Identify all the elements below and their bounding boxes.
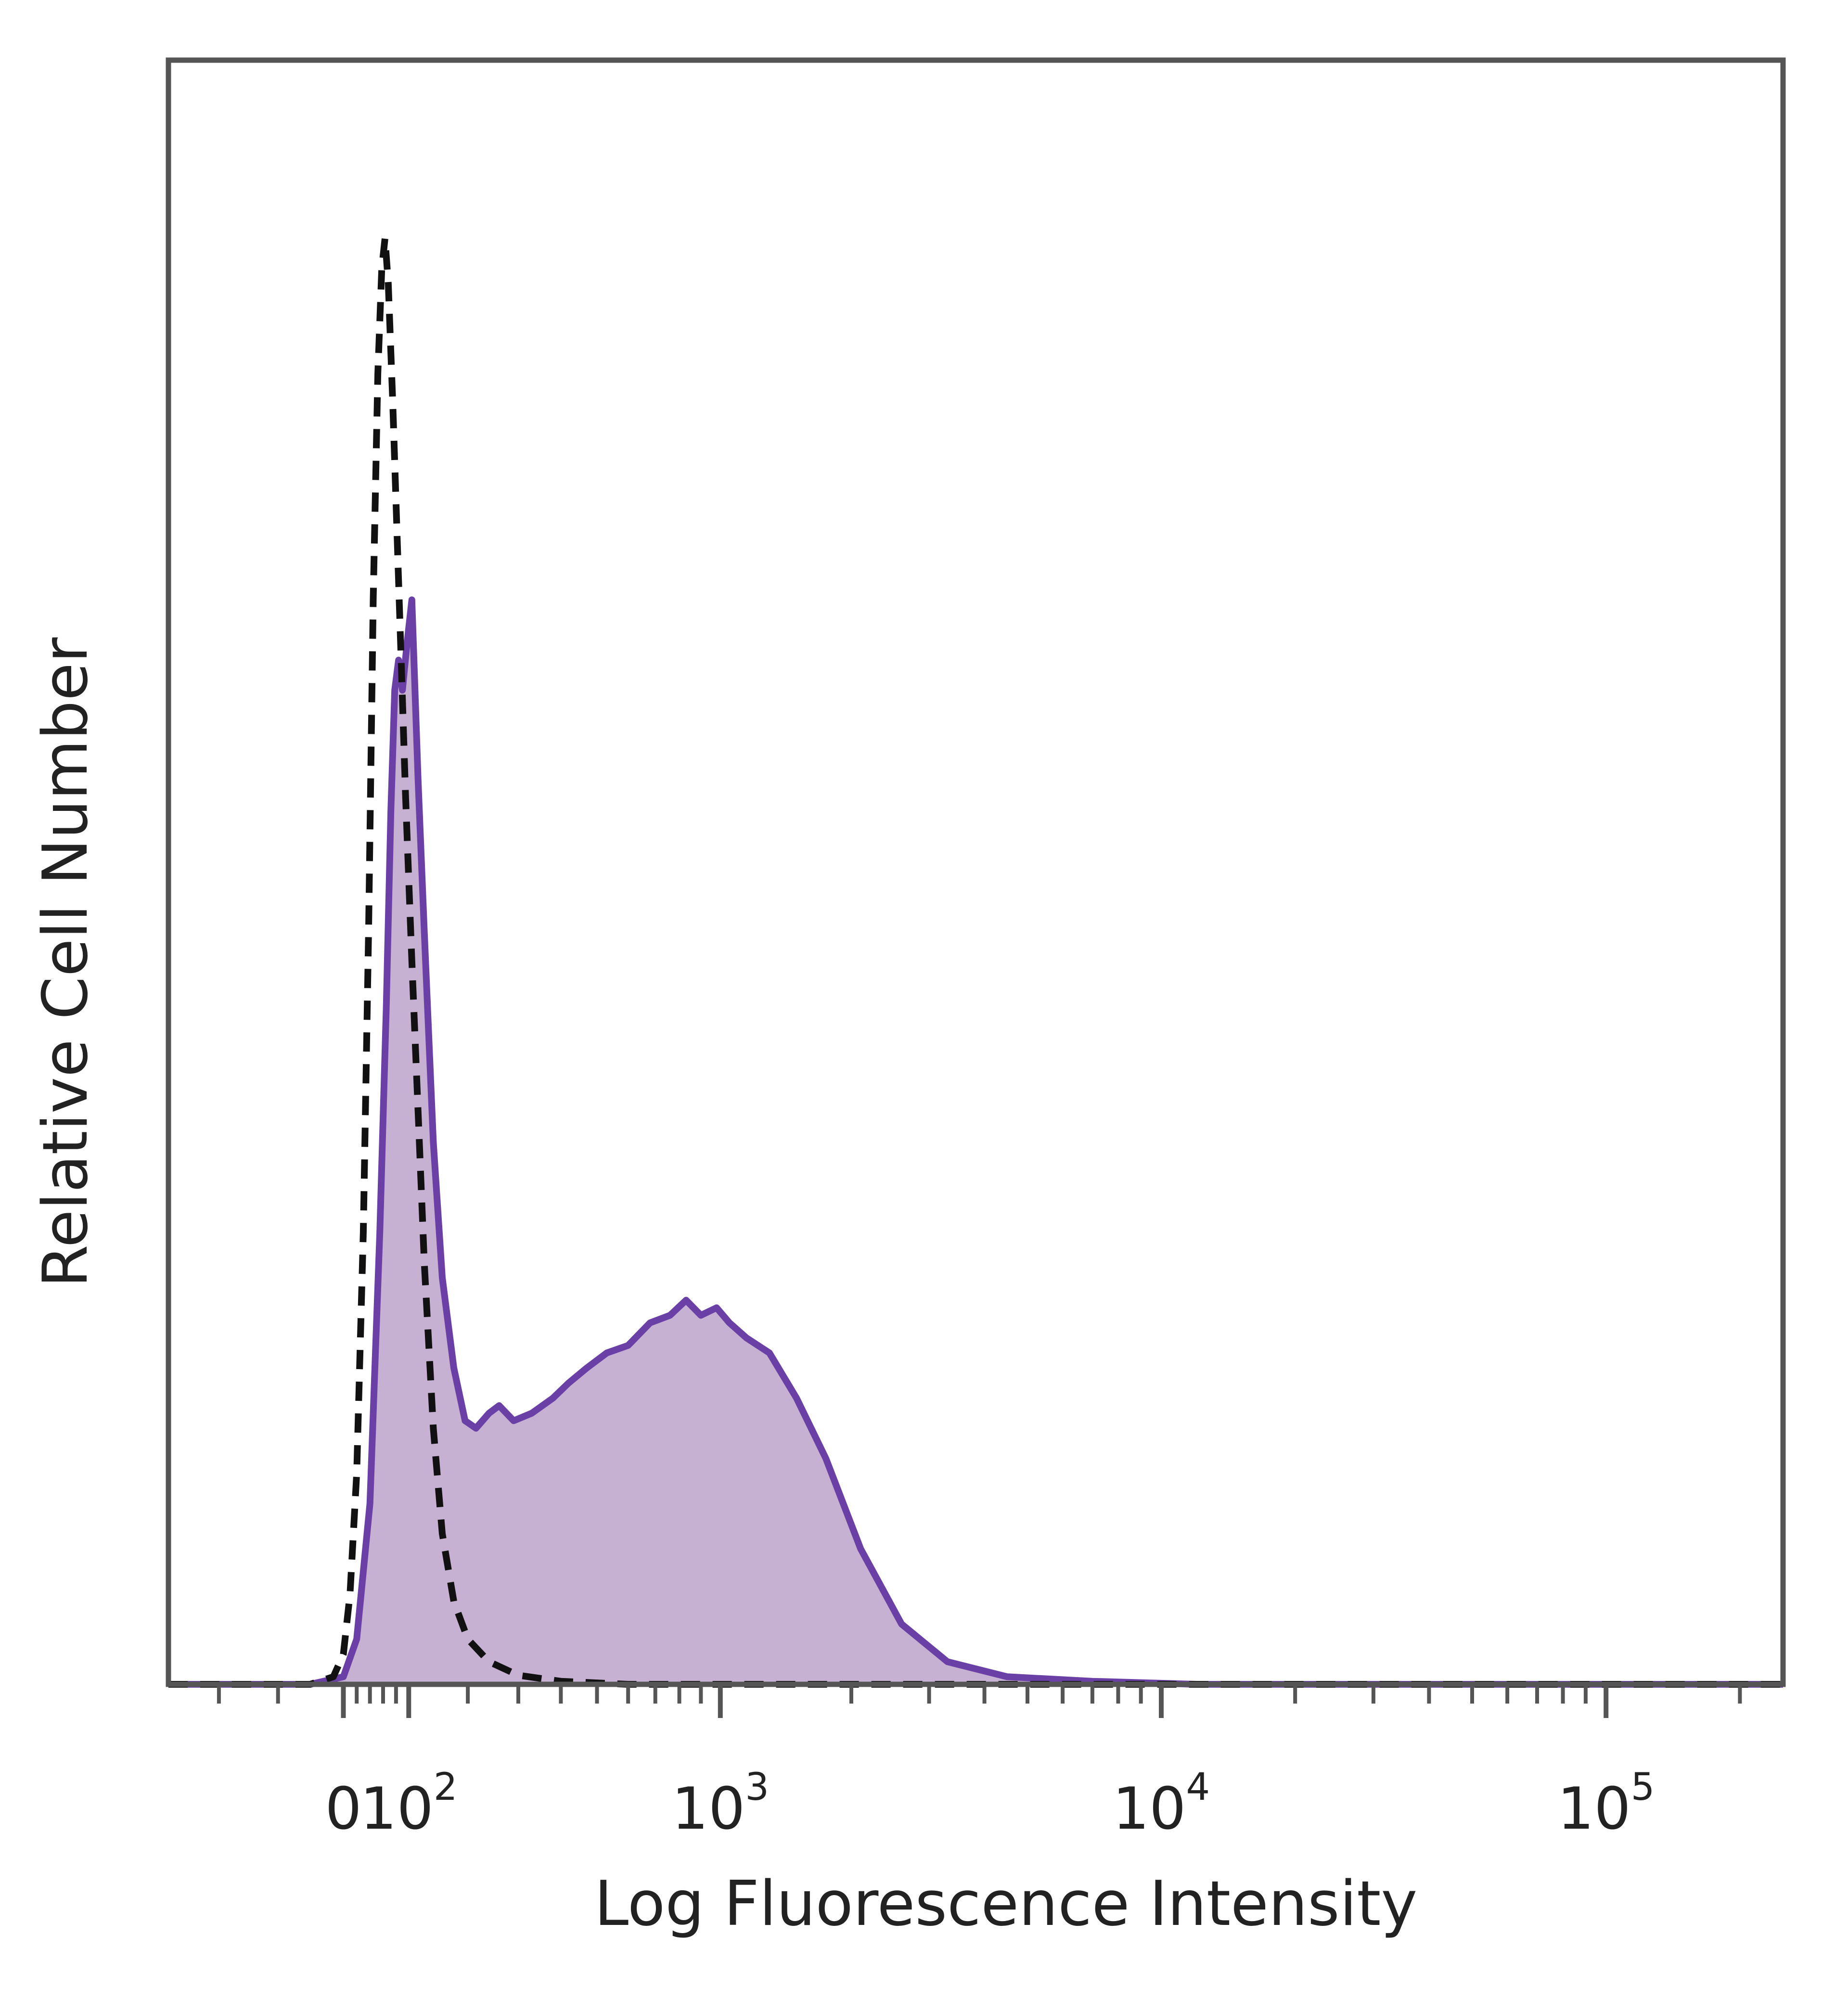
x-axis-ticks [217, 1684, 1742, 1718]
plot-frame [166, 57, 1786, 1687]
x-axis-title: Log Fluorescence Intensity [594, 1868, 1417, 1940]
x-tick-label: 104 [1113, 1766, 1210, 1843]
series-layer [168, 235, 1783, 1688]
x-tick-label: 105 [1557, 1766, 1655, 1843]
x-tick-label: 103 [672, 1766, 769, 1843]
filled-histogram-line [168, 596, 1783, 1688]
x-tick-label: 0 [325, 1776, 361, 1843]
filled-histogram-area [168, 600, 1783, 1685]
control-histogram-dashed-line [168, 235, 1783, 1688]
x-tick-label: 102 [360, 1766, 457, 1843]
y-axis-title: Relative Cell Number [30, 637, 102, 1287]
